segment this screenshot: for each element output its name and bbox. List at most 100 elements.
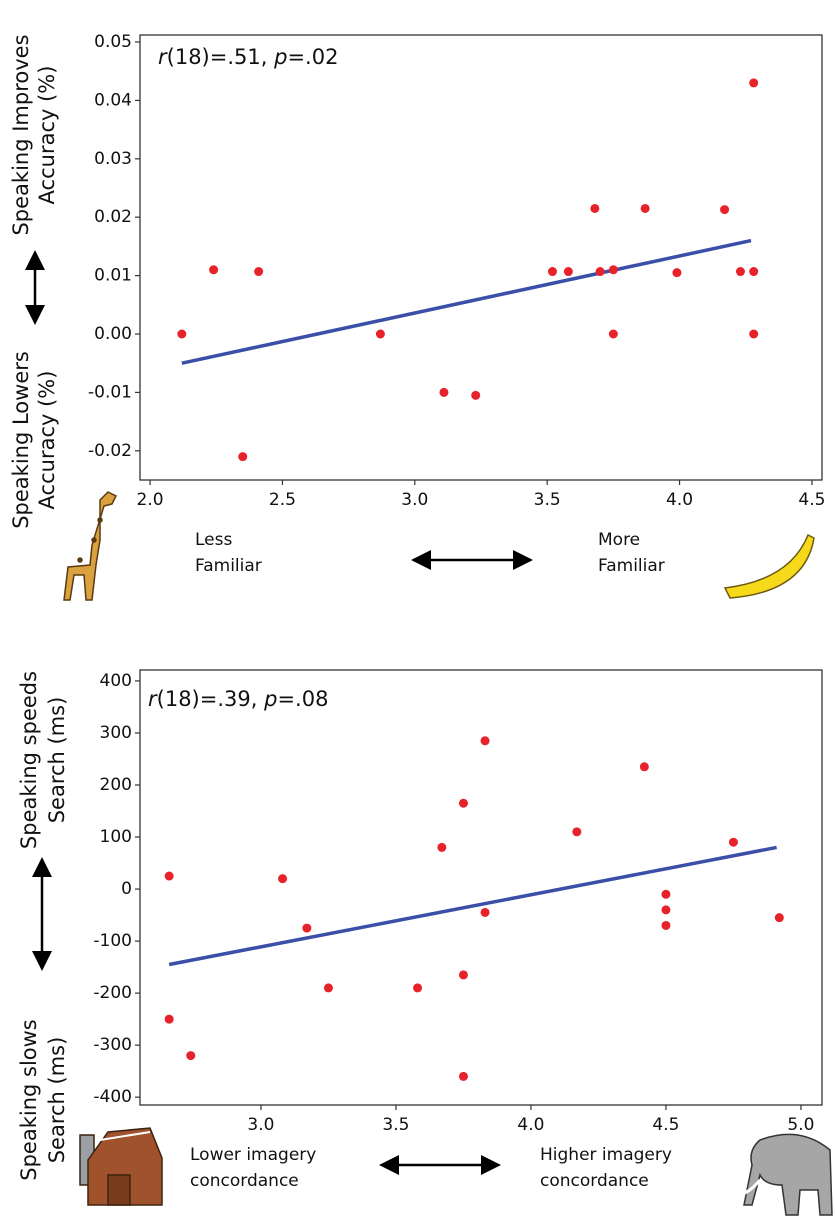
data-point [302, 923, 312, 933]
y-tick-label: 100 [100, 827, 132, 847]
annotation-part: =.02 [287, 45, 338, 69]
x-axis-label: concordance [540, 1171, 649, 1191]
trendline [168, 845, 777, 967]
y-tick-label: 0.02 [94, 207, 132, 227]
y-axis-label: Speaking Improves [9, 34, 33, 235]
banana-icon [723, 533, 815, 599]
giraffe-icon [63, 491, 118, 601]
data-point [661, 920, 671, 930]
y-tick-label: -400 [93, 1087, 132, 1107]
y-axis-label: Search (ms) [45, 1037, 69, 1164]
annotation: r(18)=.39, p=.08 [148, 687, 328, 711]
data-point [563, 267, 573, 277]
y-tick-label: 0.03 [94, 149, 132, 169]
x-tick-label: 4.0 [517, 1115, 544, 1135]
x-tick-label: 4.0 [666, 490, 693, 510]
data-point [720, 205, 730, 215]
x-tick-label: 3.5 [382, 1115, 409, 1135]
y-tick-label: 0 [121, 879, 132, 899]
x-tick-label: 3.0 [401, 490, 428, 510]
x-axis-label: Higher imagery [540, 1145, 672, 1165]
x-axis-label: More [598, 530, 640, 550]
data-point [439, 387, 449, 397]
data-point [639, 762, 649, 772]
data-point [735, 267, 745, 277]
data-point [640, 203, 650, 213]
data-point [547, 267, 557, 277]
data-point [278, 874, 288, 884]
x-tick-label: 3.5 [534, 490, 561, 510]
y-tick-label: 0.05 [94, 32, 132, 52]
data-point [238, 452, 248, 462]
y-tick-label: 0.00 [94, 324, 132, 344]
x-tick-label: 2.0 [137, 490, 164, 510]
y-tick-label: -0.02 [88, 441, 132, 461]
x-axis-label: Familiar [195, 556, 262, 576]
data-point [480, 907, 490, 917]
y-tick-label: 300 [100, 723, 132, 743]
y-tick-label: 400 [100, 671, 132, 691]
x-tick-label: 2.5 [269, 490, 296, 510]
data-point [413, 983, 423, 993]
data-point [458, 970, 468, 980]
data-point [186, 1051, 196, 1061]
data-point [608, 265, 618, 275]
y-tick-label: -300 [93, 1035, 132, 1055]
x-tick-label: 4.5 [798, 490, 825, 510]
data-point [595, 267, 605, 277]
y-axis-label: Accuracy (%) [35, 66, 59, 205]
annotation-part: (18)=.39, [157, 687, 264, 711]
y-tick-label: 200 [100, 775, 132, 795]
annotation-part: =.08 [277, 687, 328, 711]
x-tick-label: 3.0 [247, 1115, 274, 1135]
data-point [437, 842, 447, 852]
data-point [728, 837, 738, 847]
data-point [661, 889, 671, 899]
data-point [375, 329, 385, 339]
data-point [209, 265, 219, 275]
y-tick-label: -0.01 [88, 382, 132, 402]
data-point [164, 1014, 174, 1024]
data-point [608, 329, 618, 339]
y-axis-label: Accuracy (%) [35, 371, 59, 510]
data-point [458, 1071, 468, 1081]
elephant-icon [739, 1133, 833, 1216]
data-point [749, 78, 759, 88]
x-axis-label: concordance [190, 1171, 299, 1191]
annotation: r(18)=.51, p=.02 [158, 45, 338, 69]
annotation-part: p [273, 45, 287, 69]
annotation-part: r [148, 687, 158, 711]
data-point [480, 736, 490, 746]
x-axis-label: Familiar [598, 556, 665, 576]
x-axis-label: Less [195, 530, 232, 550]
data-point [749, 329, 759, 339]
plot-frame [139, 669, 823, 1106]
data-point [774, 913, 784, 923]
y-tick-label: 0.01 [94, 266, 132, 286]
x-tick-label: 4.5 [652, 1115, 679, 1135]
trendline [181, 238, 752, 365]
data-point [572, 827, 582, 837]
y-tick-label: -100 [93, 931, 132, 951]
data-point [749, 267, 759, 277]
y-tick-label: 0.04 [94, 90, 132, 110]
y-tick-label: -200 [93, 983, 132, 1003]
annotation-part: (18)=.51, [167, 45, 274, 69]
plot-frame [139, 34, 823, 481]
data-point [254, 267, 264, 277]
data-point [177, 329, 187, 339]
data-point [164, 871, 174, 881]
data-point [661, 905, 671, 915]
data-point [590, 203, 600, 213]
data-point [672, 268, 682, 278]
data-point [471, 390, 481, 400]
y-axis-label: Speaking Lowers [9, 351, 33, 529]
y-axis-label: Speaking slows [17, 1019, 41, 1181]
annotation-part: r [158, 45, 168, 69]
barn-icon [79, 1127, 163, 1206]
annotation-part: p [263, 687, 277, 711]
y-axis-label: Speaking speeds [17, 671, 41, 849]
x-axis-label: Lower imagery [190, 1145, 316, 1165]
y-axis-label: Search (ms) [45, 697, 69, 824]
